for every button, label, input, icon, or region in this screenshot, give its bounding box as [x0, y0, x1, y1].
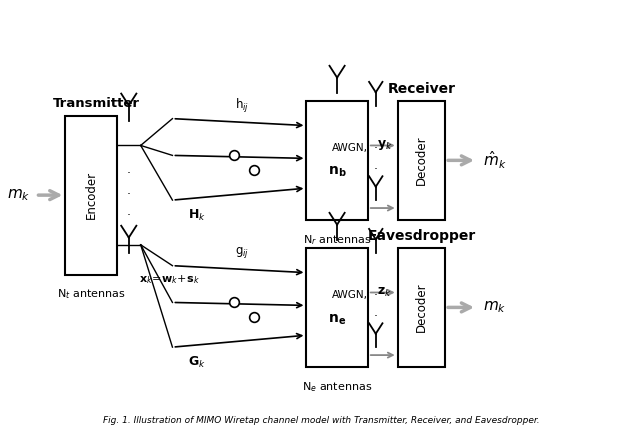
Text: h$_{ij}$: h$_{ij}$	[235, 97, 249, 115]
Text: .
.: . .	[374, 286, 378, 319]
Text: $\mathbf{x}_k\!=\!\mathbf{w}_k\!+\!\mathbf{s}_k$: $\mathbf{x}_k\!=\!\mathbf{w}_k\!+\!\math…	[139, 273, 200, 286]
Bar	[65, 116, 117, 275]
Bar	[397, 248, 445, 367]
Text: $\mathbf{H}_k$: $\mathbf{H}_k$	[188, 207, 206, 223]
Text: Transmitter: Transmitter	[52, 97, 140, 110]
Text: Fig. 1. Illustration of MIMO Wiretap channel model with Transmitter, Receiver, a: Fig. 1. Illustration of MIMO Wiretap cha…	[103, 416, 540, 425]
Text: $\mathbf{z}_k$: $\mathbf{z}_k$	[378, 286, 392, 299]
Bar	[307, 248, 368, 367]
Text: g$_{ij}$: g$_{ij}$	[235, 245, 249, 260]
Text: Encoder: Encoder	[84, 171, 98, 219]
Text: N$_r$ antennas: N$_r$ antennas	[303, 233, 371, 247]
Text: AWGN,: AWGN,	[332, 144, 368, 154]
Bar	[397, 101, 445, 220]
Text: Decoder: Decoder	[415, 135, 428, 185]
Text: $\mathbf{n_e}$: $\mathbf{n_e}$	[328, 312, 346, 326]
Text: $m_k$: $m_k$	[7, 187, 31, 203]
Text: N$_t$ antennas: N$_t$ antennas	[57, 288, 125, 301]
Text: Eavesdropper: Eavesdropper	[367, 229, 476, 243]
Text: .
.: . .	[374, 138, 378, 172]
Text: $\mathbf{n_b}$: $\mathbf{n_b}$	[328, 165, 346, 179]
Text: $\hat{m}_k$: $\hat{m}_k$	[483, 150, 506, 171]
Text: Decoder: Decoder	[415, 283, 428, 332]
Text: AWGN,: AWGN,	[332, 291, 368, 301]
Text: $\mathbf{y}_k$: $\mathbf{y}_k$	[377, 138, 392, 153]
Text: $\mathbf{G}_k$: $\mathbf{G}_k$	[188, 354, 206, 370]
Text: $m_k$: $m_k$	[483, 300, 506, 315]
Bar	[307, 101, 368, 220]
Text: .
.
.: . . .	[127, 163, 131, 218]
Text: Receiver: Receiver	[387, 82, 456, 96]
Text: N$_e$ antennas: N$_e$ antennas	[302, 380, 372, 394]
